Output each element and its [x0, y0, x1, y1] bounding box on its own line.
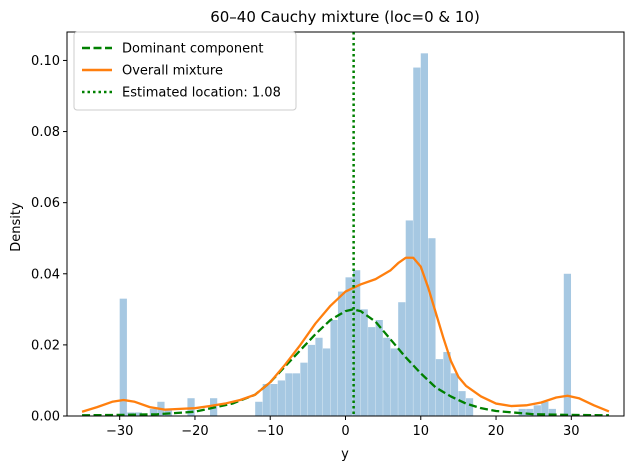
plot-area: −30 −20 −10 0 10 20 30 0.00 0.02 0.04 0.06 0.08 0.1…: [31, 31, 625, 439]
histogram-bar: [541, 401, 549, 416]
legend-label-location: Estimated location: 1.08: [122, 86, 281, 101]
y-tick-label: 0.10: [31, 54, 60, 69]
histogram-bar: [548, 408, 556, 416]
y-axis-label: Density: [9, 202, 24, 252]
histogram-bar: [390, 348, 398, 416]
series-lines: [81, 32, 610, 417]
x-tick-label: 30: [563, 424, 580, 439]
histogram-bar: [465, 398, 474, 416]
y-tick-label: 0.04: [31, 267, 60, 282]
histogram-bar: [119, 298, 127, 416]
histogram-bars: [119, 53, 572, 417]
x-axis: −30 −20 −10 0 10 20 30: [106, 416, 580, 439]
histogram-bar: [563, 273, 572, 416]
histogram-bar: [307, 344, 316, 416]
histogram-bar: [375, 320, 383, 416]
x-tick-label: −30: [106, 424, 133, 439]
histogram-bar: [405, 220, 413, 416]
y-tick-label: 0.08: [31, 125, 60, 140]
histogram-bar: [262, 384, 270, 416]
legend: Dominant component Overall mixture Estim…: [73, 31, 297, 111]
y-tick-label: 0.02: [31, 338, 60, 353]
histogram-bar: [315, 337, 323, 416]
histogram-bar: [285, 373, 293, 416]
histogram-bar: [458, 391, 466, 416]
legend-label-dominant: Dominant component: [122, 42, 263, 57]
x-tick-label: 0: [341, 424, 349, 439]
histogram-bar: [450, 373, 459, 416]
histogram-bar: [300, 362, 308, 416]
histogram-bar: [383, 337, 391, 416]
histogram-bar: [270, 384, 278, 416]
x-tick-label: 10: [412, 424, 429, 439]
histogram-bar: [187, 398, 195, 416]
x-tick-label: −10: [257, 424, 284, 439]
histogram-bar: [322, 348, 331, 416]
histogram-bar: [353, 270, 361, 416]
histogram-bar: [420, 53, 428, 416]
histogram-bar: [149, 408, 158, 416]
histogram-bar: [330, 320, 338, 416]
histogram-bar: [435, 359, 444, 416]
y-axis: 0.00 0.02 0.04 0.06 0.08 0.10: [31, 54, 67, 425]
legend-box: [73, 31, 297, 111]
overall-mixture-line: [81, 256, 610, 413]
histogram-bar: [398, 302, 406, 416]
x-axis-label: y: [341, 447, 349, 462]
histogram-bar: [533, 405, 541, 416]
histogram-bar: [337, 291, 346, 416]
chart-title: 60–40 Cauchy mixture (loc=0 & 10): [210, 8, 480, 26]
dominant-component-line: [82, 308, 609, 417]
histogram-bar: [526, 408, 534, 416]
histogram-bar: [443, 352, 451, 416]
histogram-bar: [277, 380, 285, 416]
histogram-bar: [292, 373, 301, 416]
histogram-bar: [360, 309, 368, 416]
histogram-bar: [428, 238, 436, 416]
histogram-bar: [518, 408, 526, 416]
y-tick-label: 0.06: [31, 196, 60, 211]
histogram-bar: [345, 277, 353, 416]
x-tick-label: −20: [181, 424, 208, 439]
legend-label-mixture: Overall mixture: [122, 64, 223, 79]
histogram-bar: [368, 327, 376, 416]
x-tick-label: 20: [488, 424, 505, 439]
histogram-bar: [134, 412, 142, 416]
histogram-bar: [413, 67, 421, 417]
histogram-bar: [255, 401, 263, 416]
y-tick-label: 0.00: [31, 410, 60, 425]
